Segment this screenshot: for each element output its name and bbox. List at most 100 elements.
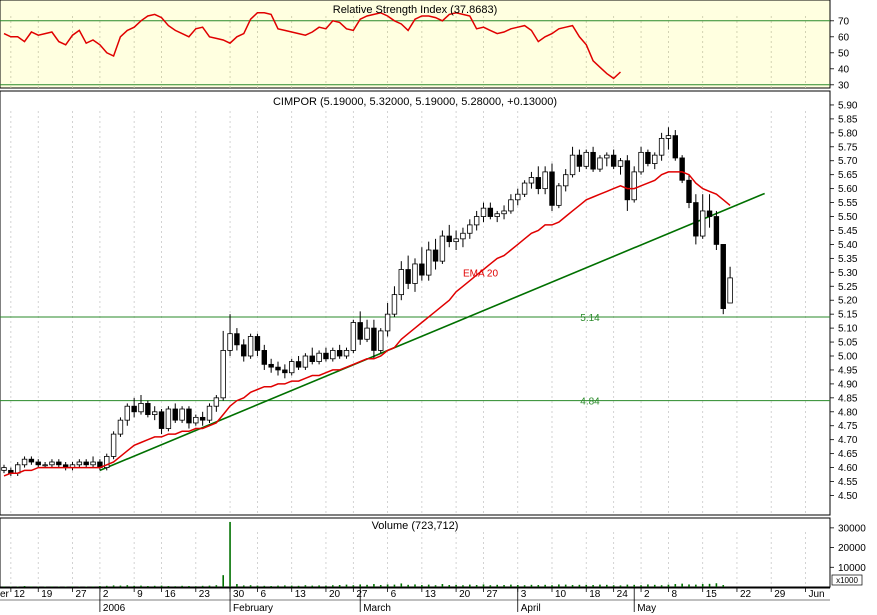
candle-3 xyxy=(21,456,28,468)
candle-28 xyxy=(193,414,199,426)
candle-61 xyxy=(419,247,425,281)
candle-body-60 xyxy=(412,263,418,284)
x-tick-label-4: 9 xyxy=(137,589,143,600)
price-ytick-label-11: 5.05 xyxy=(838,338,858,349)
candle-33 xyxy=(227,314,233,356)
candle-18 xyxy=(124,403,130,426)
candle-body-105 xyxy=(720,244,726,309)
candle-4 xyxy=(28,456,35,465)
price-ytick-label-9: 4.95 xyxy=(838,365,858,376)
candle-67 xyxy=(460,227,466,248)
candle-body-90 xyxy=(617,160,624,167)
price-ytick-label-22: 5.60 xyxy=(838,184,858,195)
candle-104 xyxy=(713,210,720,250)
candle-body-61 xyxy=(419,263,425,276)
candle-body-11 xyxy=(76,461,83,466)
candle-body-96 xyxy=(658,138,665,156)
candle-body-34 xyxy=(234,333,240,346)
candle-body-92 xyxy=(631,171,637,201)
candle-body-68 xyxy=(467,224,473,234)
candle-6 xyxy=(42,462,48,468)
candle-69 xyxy=(473,210,480,231)
x-tick-label-6: 23 xyxy=(199,589,211,600)
candle-51 xyxy=(350,319,357,354)
candle-body-85 xyxy=(583,151,589,167)
price-ytick-label-7: 4.85 xyxy=(838,393,858,404)
candle-body-104 xyxy=(713,216,720,245)
candle-body-24 xyxy=(165,408,172,429)
candle-53 xyxy=(364,319,370,343)
candle-body-57 xyxy=(391,294,398,315)
candle-25 xyxy=(172,403,178,423)
candle-65 xyxy=(446,224,452,248)
rsi-ytick-label-1: 40 xyxy=(838,64,850,75)
x-month-label-3: April xyxy=(521,603,541,614)
candle-46 xyxy=(316,350,322,365)
candle-body-59 xyxy=(405,269,411,284)
candle-19 xyxy=(131,397,137,418)
candle-35 xyxy=(241,339,247,362)
candle-62 xyxy=(425,241,432,281)
candle-98 xyxy=(672,130,678,161)
candle-82 xyxy=(563,169,569,192)
candle-body-5 xyxy=(35,461,41,466)
price-ytick-label-17: 5.35 xyxy=(838,254,858,265)
candle-64 xyxy=(439,230,446,264)
candle-83 xyxy=(569,146,576,178)
candle-74 xyxy=(508,194,514,214)
volume-panel-background xyxy=(0,517,831,588)
price-panel: CIMPOR (5.19000, 5.32000, 5.19000, 5.280… xyxy=(0,90,858,516)
candle-106 xyxy=(727,266,733,304)
candle-body-80 xyxy=(549,171,555,206)
candle-body-36 xyxy=(247,336,254,357)
candle-body-32 xyxy=(220,350,226,399)
rsi-panel: Relative Strength Index (37.8683) 30 40 50… xyxy=(0,0,850,91)
x-tick-label-7: 30 xyxy=(233,589,245,600)
candle-36 xyxy=(247,333,254,359)
price-ytick-label-14: 5.20 xyxy=(838,296,858,307)
candle-body-4 xyxy=(28,458,35,463)
volume-gridlines xyxy=(10,532,806,587)
volume-panel: Volume (723,712) 30000 20000 10000 x1000 xyxy=(0,517,866,588)
candle-30 xyxy=(206,403,213,423)
candle-101 xyxy=(693,194,699,245)
x-tick-label-10: 20 xyxy=(329,589,341,600)
candle-body-86 xyxy=(590,151,596,170)
x-month-label-4: May xyxy=(637,603,656,614)
price-y-axis: 4.50 4.55 4.60 4.65 4.70 4.75 4.80 4.85 4.90 4.95… xyxy=(830,100,858,502)
candle-48 xyxy=(330,347,336,362)
candle-85 xyxy=(583,149,589,170)
candle-55 xyxy=(378,328,384,354)
candle-body-33 xyxy=(227,333,233,351)
candle-94 xyxy=(645,149,651,167)
candle-body-102 xyxy=(700,210,706,237)
x-tick-label-19: 24 xyxy=(617,589,629,600)
candle-body-30 xyxy=(206,405,213,421)
candle-7 xyxy=(49,459,55,468)
candle-body-79 xyxy=(542,171,548,190)
candle-body-21 xyxy=(145,403,151,415)
candle-39 xyxy=(268,358,274,373)
candle-body-64 xyxy=(439,235,446,262)
candle-11 xyxy=(76,459,83,468)
candle-13 xyxy=(90,456,96,468)
price-ytick-label-0: 4.50 xyxy=(838,491,858,502)
candle-body-37 xyxy=(254,336,261,351)
candle-body-72 xyxy=(494,213,500,217)
candle-47 xyxy=(323,347,329,362)
ema20-line xyxy=(3,171,731,477)
candle-body-98 xyxy=(672,135,678,159)
candle-body-100 xyxy=(686,179,692,203)
price-ytick-label-23: 5.65 xyxy=(838,170,858,181)
candle-5 xyxy=(35,459,41,468)
candle-79 xyxy=(542,166,548,195)
candle-body-40 xyxy=(275,366,281,371)
candle-34 xyxy=(234,328,240,351)
price-ytick-label-19: 5.45 xyxy=(838,226,858,237)
candle-71 xyxy=(487,202,494,220)
candle-body-83 xyxy=(569,154,576,176)
candle-body-65 xyxy=(446,235,452,243)
price-ytick-label-15: 5.25 xyxy=(838,282,858,293)
candle-body-87 xyxy=(597,157,603,170)
